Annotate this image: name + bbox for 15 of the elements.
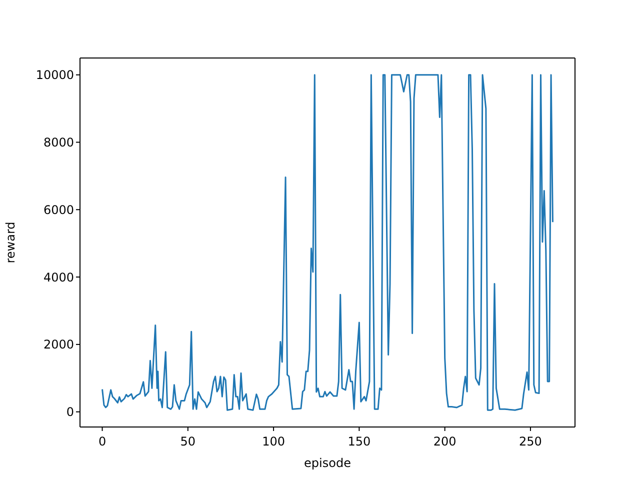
y-tick-label: 4000: [43, 270, 74, 284]
x-axis-title: episode: [304, 456, 351, 470]
x-tick-label: 250: [519, 434, 542, 449]
y-tick-label: 8000: [43, 136, 74, 150]
x-tick-label: 50: [180, 434, 196, 449]
x-tick-label: 0: [98, 434, 106, 449]
y-tick-label: 2000: [43, 338, 74, 352]
y-axis-title: reward: [3, 222, 18, 264]
x-tick-label: 150: [348, 434, 371, 449]
x-tick-label: 100: [262, 434, 285, 449]
y-tick-label: 6000: [43, 202, 74, 217]
y-tick-label: 0: [66, 405, 74, 420]
y-tick-label: 10000: [36, 68, 74, 82]
x-tick-label: 200: [433, 434, 456, 449]
line-series: [102, 74, 554, 411]
